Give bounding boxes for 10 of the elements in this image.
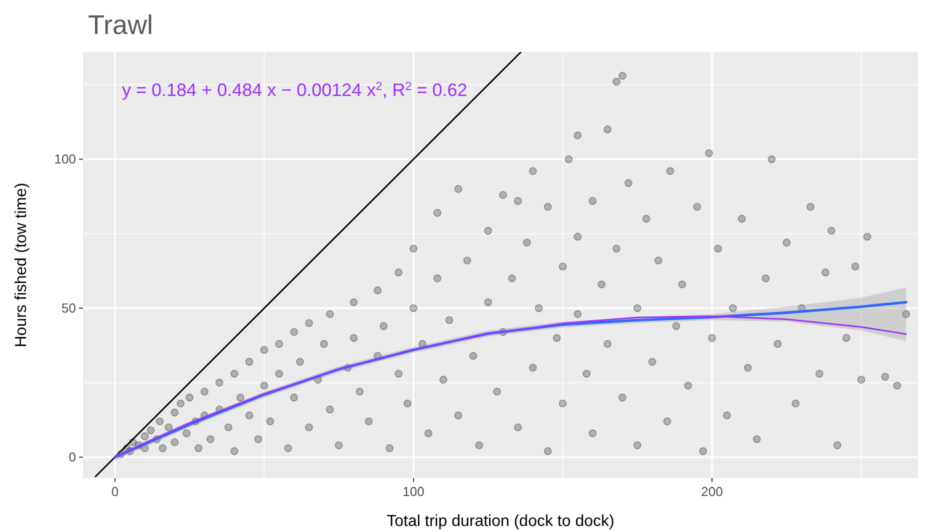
x-tick-label: 100 (402, 484, 424, 499)
y-tick-label: 100 (54, 152, 76, 167)
chart-title: Trawl (88, 10, 153, 40)
x-axis-title: Total trip duration (dock to dock) (386, 513, 614, 530)
y-tick-label: 50 (62, 300, 76, 316)
annotation: y = 0.184 + 0.484 x − 0.00124 x$^{2}$, R$^{2}$ = 0.62 (122, 80, 468, 100)
x-tick-label: 0 (111, 484, 119, 499)
y-tick-label: 0 (68, 450, 76, 465)
x-tick-label: 200 (701, 484, 723, 499)
y-axis-title: Hours fished (tow time) (13, 182, 30, 348)
